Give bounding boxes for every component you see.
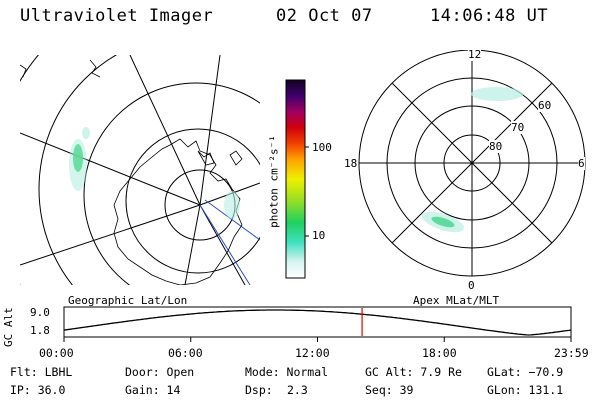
mlt-label-6: 6 — [578, 157, 585, 170]
x-tick-label: 06:00 — [168, 346, 203, 360]
colorbar-tick-10: 10 — [312, 229, 326, 242]
x-tick-label: 18:00 — [422, 346, 457, 360]
meridian-line — [20, 132, 201, 206]
polar-panel-label: Apex MLat/MLT — [413, 294, 500, 307]
aurora-emission — [82, 127, 90, 139]
altitude-y-max: 9.0 — [30, 306, 50, 319]
header-date: 02 Oct 07 — [276, 6, 373, 26]
mlt-label-18: 18 — [344, 157, 358, 170]
altitude-curve — [63, 309, 572, 336]
aurora-emission — [69, 139, 87, 191]
x-tick-label: 23:59 — [554, 346, 589, 360]
polar-mlat-mlt-panel — [358, 50, 586, 277]
status-ip: IP: 36.0 — [10, 383, 66, 397]
status-glat: GLat: −70.9 — [487, 365, 564, 379]
mlat-label-60: 60 — [538, 99, 552, 112]
colorbar-unit-label: photon cm⁻²s⁻¹ — [267, 135, 281, 228]
mlat-label-70: 70 — [511, 121, 525, 134]
altitude-axis-label: GC Alt — [2, 307, 15, 347]
aurora-emission — [224, 191, 240, 219]
aurora-emission — [421, 211, 465, 233]
status-dsp-label: Dsp: — [245, 383, 273, 397]
geographic-map-panel — [20, 55, 260, 285]
latitude-circle — [20, 55, 40, 285]
status-mode: Mode: Normal — [245, 365, 329, 379]
x-tick-label: 00:00 — [39, 346, 74, 360]
meridian-line — [199, 55, 221, 206]
meridian-line — [199, 204, 246, 285]
mlt-label-12: 12 — [468, 48, 482, 61]
meridian-line — [129, 55, 201, 206]
meridian-line — [184, 204, 201, 285]
colorbar — [285, 79, 309, 279]
status-seq: Seq: 39 — [365, 383, 414, 397]
mlat-label-80: 80 — [489, 140, 503, 153]
latitude-circle — [83, 82, 260, 285]
status-gain: Gain: 14 — [125, 383, 181, 397]
meridian-line — [20, 204, 201, 266]
geo-panel-label: Geographic Lat/Lon — [68, 294, 188, 307]
aurora-emission — [73, 144, 83, 172]
header-time: 14:06:48 UT — [430, 6, 549, 26]
status-glon: GLon: 131.1 — [487, 383, 564, 397]
latitude-circle — [38, 55, 118, 285]
status-dsp-value: 2.3 — [287, 383, 308, 397]
status-filter: Flt: LBHL — [10, 365, 73, 379]
x-tick-label: 12:00 — [295, 346, 330, 360]
colorbar-tick-100: 100 — [312, 141, 332, 154]
mlt-label-0: 0 — [468, 279, 475, 292]
aurora-emission — [471, 87, 523, 101]
latitude-circle — [125, 128, 260, 274]
altitude-plot — [63, 306, 572, 342]
altitude-y-min: 1.8 — [30, 324, 50, 337]
status-door: Door: Open — [125, 365, 195, 379]
app-title: Ultraviolet Imager — [20, 6, 214, 26]
status-gc-alt: GC Alt: 7.9 Re — [365, 365, 462, 379]
